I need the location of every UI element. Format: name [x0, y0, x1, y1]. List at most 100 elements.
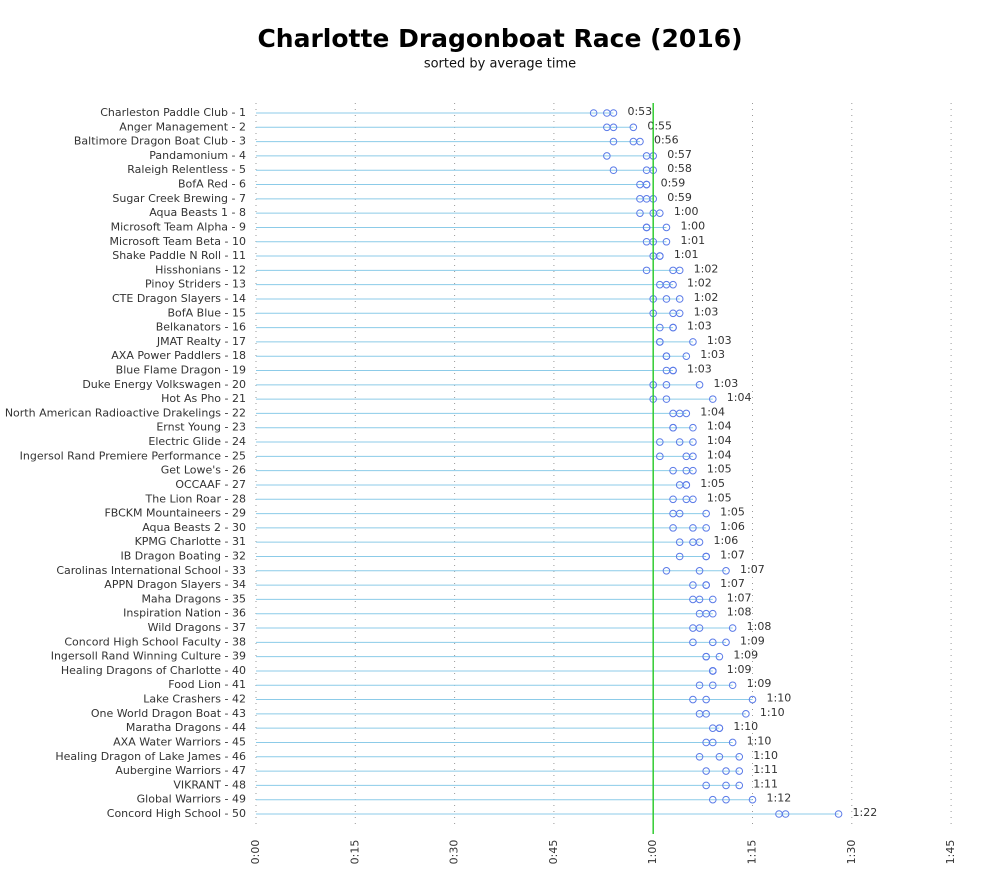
- x-tick-label: 1:30: [845, 840, 858, 865]
- dot: [656, 323, 664, 332]
- dot: [689, 423, 697, 432]
- dot: [656, 438, 664, 446]
- x-tick-label: 1:00: [646, 840, 659, 865]
- dot: [722, 781, 730, 790]
- dot: [689, 638, 697, 647]
- average-label: 1:10: [733, 720, 758, 733]
- x-tick-label: 1:15: [746, 840, 759, 865]
- dot: [675, 509, 684, 518]
- y-tick-label: Shake Paddle N Roll - 11: [112, 249, 246, 262]
- average-label: 1:03: [687, 320, 712, 333]
- dot: [609, 123, 618, 132]
- y-tick-label: BofA Red - 6: [178, 178, 246, 191]
- dot: [735, 767, 744, 775]
- dot: [702, 652, 710, 661]
- dot: [675, 295, 684, 303]
- average-label: 1:03: [694, 305, 719, 318]
- average-label: 0:53: [627, 105, 652, 118]
- average-label: 0:55: [647, 119, 672, 132]
- y-tick-label: Pinoy Striders - 13: [145, 278, 246, 291]
- average-label: 1:09: [733, 649, 758, 662]
- dot: [662, 295, 671, 303]
- average-label: 1:04: [700, 405, 725, 418]
- dot: [636, 137, 644, 146]
- dot: [689, 695, 697, 704]
- average-label: 1:02: [687, 277, 712, 290]
- dot: [629, 123, 638, 132]
- dot: [708, 638, 717, 647]
- average-label: 1:09: [727, 663, 752, 676]
- dot: [702, 767, 710, 775]
- dot: [656, 209, 664, 217]
- dot: [689, 452, 697, 461]
- average-label: 1:10: [747, 734, 772, 747]
- dot: [636, 209, 644, 217]
- average-label: 1:07: [727, 591, 752, 604]
- y-tick-label: Aqua Beasts 1 - 8: [149, 206, 246, 219]
- y-tick-label: Baltimore Dragon Boat Club - 3: [74, 135, 246, 148]
- average-label: 1:05: [700, 477, 725, 490]
- dot: [662, 566, 671, 575]
- average-label: 1:01: [674, 248, 699, 261]
- average-label: 1:09: [747, 677, 772, 690]
- y-tick-label: Anger Management - 2: [119, 120, 246, 133]
- dot: [708, 595, 717, 604]
- y-tick-label: One World Dragon Boat - 43: [91, 707, 246, 720]
- dot: [702, 710, 710, 718]
- x-tick-label: 0:15: [348, 840, 361, 865]
- y-tick-label: Get Lowe's - 26: [161, 464, 246, 477]
- dot: [662, 352, 671, 361]
- average-label: 1:05: [720, 506, 745, 519]
- dot: [662, 223, 671, 232]
- dot: [656, 452, 664, 461]
- average-label: 1:04: [707, 420, 732, 433]
- average-label: 1:22: [853, 806, 878, 819]
- dot: [669, 495, 677, 504]
- y-tick-label: Ingersoll Rand Winning Culture - 39: [51, 650, 246, 663]
- y-tick-label: Wild Dragons - 37: [148, 621, 246, 634]
- y-tick-label: OCCAAF - 27: [175, 478, 246, 491]
- average-label: 1:04: [707, 434, 732, 447]
- dot: [642, 180, 651, 189]
- average-label: 1:11: [753, 777, 778, 790]
- dot: [748, 695, 757, 704]
- y-tick-label: IB Dragon Boating - 32: [120, 549, 246, 562]
- y-tick-label: Carolinas International School - 33: [56, 564, 246, 577]
- y-tick-label: FBCKM Mountaineers - 29: [104, 507, 246, 520]
- dot: [689, 338, 697, 346]
- y-tick-label: Electric Glide - 24: [148, 435, 246, 448]
- dot: [695, 624, 704, 632]
- dot: [728, 624, 737, 632]
- y-tick-label: Duke Energy Volkswagen - 20: [82, 378, 246, 391]
- dot: [781, 810, 790, 818]
- dot: [715, 752, 724, 761]
- y-tick-label: Raleigh Relentless - 5: [127, 163, 246, 176]
- average-label: 0:59: [661, 177, 686, 190]
- y-tick-label: The Lion Roar - 28: [145, 492, 246, 505]
- y-tick-label: Maratha Dragons - 44: [126, 721, 246, 734]
- y-tick-label: Hot As Pho - 21: [161, 392, 246, 405]
- y-tick-label: AXA Power Paddlers - 18: [111, 349, 246, 362]
- average-label: 1:08: [747, 620, 772, 633]
- y-tick-label: Concord High School Faculty - 38: [64, 635, 246, 648]
- average-label: 0:59: [667, 191, 692, 204]
- dot: [656, 252, 664, 260]
- dot: [669, 423, 677, 432]
- dot: [675, 538, 684, 546]
- dot: [702, 552, 710, 561]
- dot: [702, 581, 710, 589]
- dot: [642, 266, 651, 275]
- x-tick-label: 1:45: [944, 840, 957, 865]
- dot: [609, 137, 618, 146]
- dot: [682, 481, 691, 489]
- average-label: 1:10: [767, 692, 792, 705]
- average-label: 1:00: [680, 219, 705, 232]
- y-tick-label: Ernst Young - 23: [156, 421, 246, 434]
- average-label: 0:58: [667, 162, 692, 175]
- average-label: 1:03: [700, 348, 725, 361]
- y-tick-label: Concord High School - 50: [107, 807, 246, 820]
- chart-title: Charlotte Dragonboat Race (2016): [257, 24, 742, 53]
- average-label: 1:07: [720, 548, 745, 561]
- average-label: 1:04: [727, 391, 752, 404]
